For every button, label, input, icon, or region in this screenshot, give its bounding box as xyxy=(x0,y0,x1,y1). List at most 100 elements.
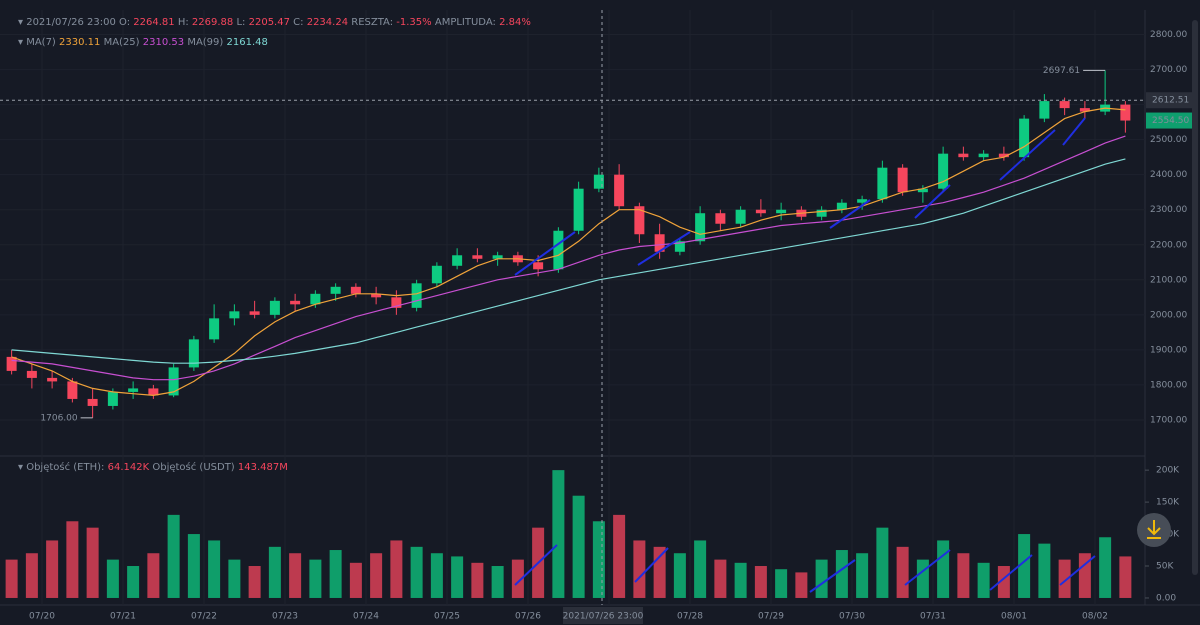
candle-body xyxy=(1079,108,1090,112)
x-tick-label: 07/20 xyxy=(29,612,55,622)
legend-value: 2330.11 xyxy=(59,37,100,48)
volume-bar xyxy=(694,540,707,598)
y2-tick-label: 0.00 xyxy=(1156,593,1176,603)
low-marker-label: 1706.00 xyxy=(40,413,77,423)
header-line-2: ▾ MA(7) 2330.11 MA(25) 2310.53 MA(99) 21… xyxy=(18,37,268,48)
candle-body xyxy=(998,153,1009,158)
x-tick-label: 07/23 xyxy=(272,612,298,622)
volume-bar xyxy=(633,540,646,598)
candle-body xyxy=(371,293,382,298)
candle-body xyxy=(269,300,280,315)
candle-body xyxy=(1059,101,1070,109)
candle-body xyxy=(350,286,361,294)
y2-tick-label: 200K xyxy=(1156,466,1180,476)
volume-bar xyxy=(430,553,443,598)
volume-bar xyxy=(775,569,788,598)
candle-body xyxy=(26,370,37,378)
trendline[interactable] xyxy=(914,184,951,219)
volume-bar xyxy=(997,566,1010,598)
y-tick-label: 2300.00 xyxy=(1150,205,1187,215)
volume-bar xyxy=(491,566,504,598)
volume-bar xyxy=(754,566,767,598)
header-item-value: 2.84% xyxy=(499,17,531,28)
volume-bar xyxy=(228,559,241,598)
header-item-label: L: xyxy=(236,17,245,28)
volume-bar xyxy=(552,470,565,598)
candle-body xyxy=(654,234,665,252)
header-item-label: AMPLITUDA: xyxy=(435,17,496,28)
download-icon[interactable] xyxy=(1147,520,1161,539)
candle-body xyxy=(209,318,220,340)
volume-bar xyxy=(876,527,889,598)
volume-bar xyxy=(592,521,605,598)
trendline[interactable] xyxy=(514,544,558,586)
y-tick-label: 2500.00 xyxy=(1150,135,1187,145)
volume-bar xyxy=(1099,537,1112,598)
volume-bar xyxy=(977,562,990,598)
trendline[interactable] xyxy=(1059,555,1096,586)
trendline[interactable] xyxy=(809,559,856,593)
header-item-value: -1.35% xyxy=(396,17,431,28)
candle-body xyxy=(492,255,503,259)
trendline[interactable] xyxy=(634,547,669,583)
volume-bar xyxy=(653,546,666,598)
scrollbar[interactable] xyxy=(1192,20,1198,575)
header-item-label: C: xyxy=(293,17,303,28)
trendline[interactable] xyxy=(829,199,871,229)
candle-body xyxy=(431,265,442,284)
ma-line xyxy=(11,135,1126,381)
volume-bar xyxy=(1038,543,1051,598)
candle-body xyxy=(674,241,685,252)
candle-body xyxy=(411,283,422,308)
volume-bar xyxy=(572,495,585,598)
y-tick-label: 2200.00 xyxy=(1150,240,1187,250)
legend-name: MA(7) xyxy=(26,37,56,48)
x-tick-label: 07/22 xyxy=(191,612,217,622)
y-tick-label: 2700.00 xyxy=(1150,65,1187,75)
trendline[interactable] xyxy=(637,231,691,266)
volume-bar xyxy=(127,566,140,598)
candle-body xyxy=(755,209,766,214)
candle-body xyxy=(897,167,908,193)
y-tick-label: 2800.00 xyxy=(1150,30,1187,40)
y-tick-label: 1900.00 xyxy=(1150,345,1187,355)
volume-bar xyxy=(511,559,524,598)
last-price-box xyxy=(1146,112,1196,129)
x-tick-label: 07/30 xyxy=(839,612,865,622)
header-time: 2021/07/26 23:00 xyxy=(26,17,116,28)
download-button[interactable] xyxy=(1137,513,1171,547)
x-tick-label: 07/25 xyxy=(434,612,460,622)
crosshair-price-label: 2612.51 xyxy=(1152,96,1189,106)
overlay: 2697.61 1706.00 2612.51 2021/07/26 23:00 255… xyxy=(0,10,1196,624)
candle-body xyxy=(735,209,746,224)
last-price-label: 2554.50 xyxy=(1152,116,1189,126)
candle-body xyxy=(188,339,199,368)
volume-bar xyxy=(734,562,747,598)
ma-line xyxy=(11,158,1126,364)
collapse-icon: ▾ xyxy=(18,17,26,28)
legend-value: 2161.48 xyxy=(227,37,268,48)
trendline[interactable] xyxy=(999,129,1056,181)
candle-body xyxy=(148,388,159,396)
y-tick-label: 2400.00 xyxy=(1150,170,1187,180)
volume-bar xyxy=(856,553,869,598)
header-item-value: 2264.81 xyxy=(133,17,174,28)
candle-body xyxy=(391,297,402,308)
volume-bar xyxy=(673,553,686,598)
volume-header-value: 143.487M xyxy=(238,462,288,473)
candle-body xyxy=(958,153,969,158)
legend-value: 2310.53 xyxy=(143,37,184,48)
candle-body xyxy=(87,398,98,406)
trendline[interactable] xyxy=(904,549,951,586)
candle-body xyxy=(290,300,301,305)
trendline[interactable] xyxy=(1062,117,1086,146)
candle-body xyxy=(1039,101,1050,119)
trendline[interactable] xyxy=(989,554,1033,591)
volume-bar xyxy=(451,556,464,598)
candle-body xyxy=(330,286,341,294)
volume-bar xyxy=(835,550,848,598)
candle-body xyxy=(1019,118,1030,158)
trendline[interactable] xyxy=(514,231,576,276)
x-tick-label: 07/21 xyxy=(110,612,136,622)
candle-body xyxy=(573,188,584,231)
